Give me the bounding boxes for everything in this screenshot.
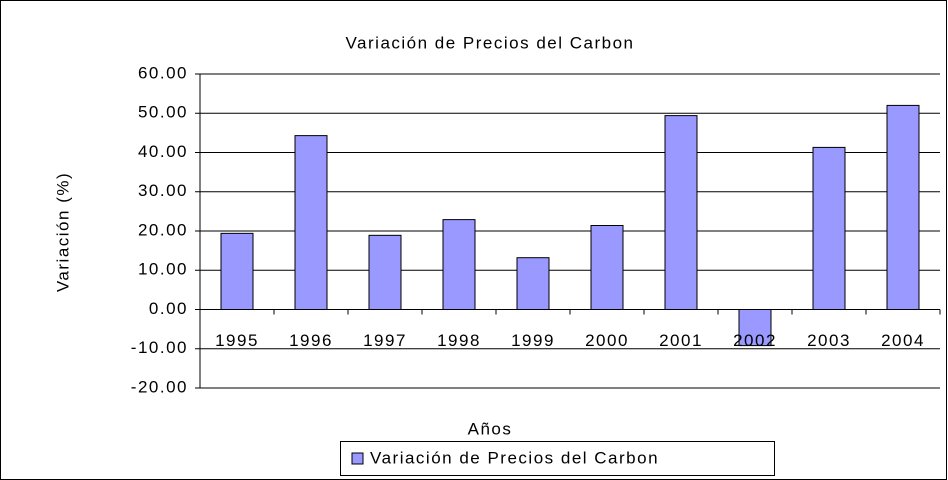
y-tick-label: 10.00 [138,260,188,279]
x-tick-label: 2003 [807,331,851,350]
x-tick-label: 1997 [363,331,407,350]
x-tick-label: 2001 [659,331,703,350]
y-tick-label: -20.00 [131,377,188,396]
x-tick-label: 1999 [511,331,555,350]
bar [738,309,772,347]
legend-swatch [351,452,364,465]
y-axis-title: Variación (%) [53,172,72,292]
x-tick-label: 2002 [733,331,777,350]
bar [442,219,476,310]
y-tick-label: -10.00 [131,338,188,357]
chart-title: Variación de Precios del Carbon [345,33,634,52]
bar [516,257,550,311]
bar [812,146,846,310]
x-axis-title: Años [468,419,513,438]
y-tick-label: 20.00 [138,220,188,239]
bar [220,232,254,310]
x-tick-label: 1996 [289,331,333,350]
bar [368,234,402,311]
x-tick-label: 1998 [437,331,481,350]
bar [664,115,698,311]
x-tick-label: 2000 [585,331,629,350]
y-tick-label: 60.00 [138,63,188,82]
bar [886,104,920,311]
y-tick-label: 30.00 [138,181,188,200]
y-tick-label: 40.00 [138,142,188,161]
legend [340,441,775,476]
x-tick-label: 1995 [215,331,259,350]
y-tick-label: 0.00 [149,299,188,318]
x-tick-label: 2004 [881,331,925,350]
y-tick-label: 50.00 [138,103,188,122]
legend-label: Variación de Precios del Carbon [370,448,659,467]
bar [590,225,624,311]
bar [294,135,328,310]
